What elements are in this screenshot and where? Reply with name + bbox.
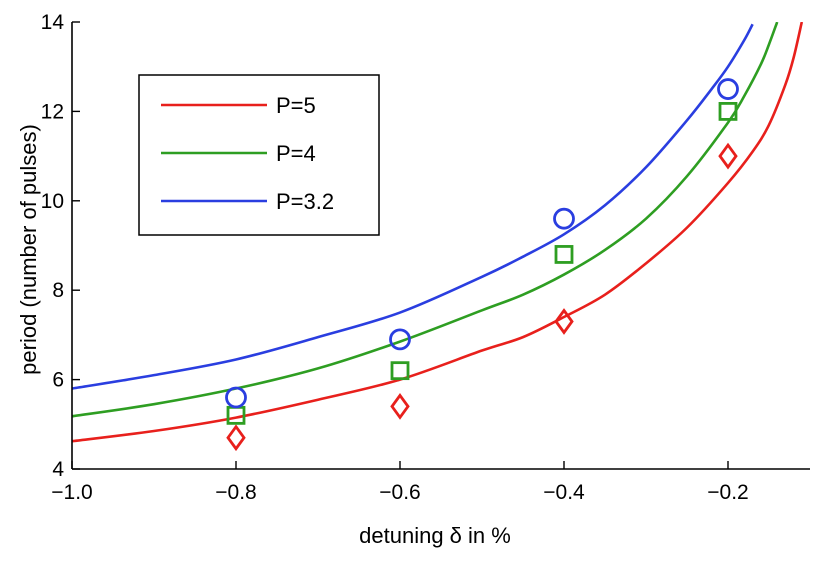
y-tick-label-4: 10 (41, 190, 64, 213)
legend-box (138, 74, 380, 236)
data-point-3-4 (717, 78, 739, 100)
legend-label-1: P=5 (276, 93, 316, 118)
series-markers (225, 78, 739, 452)
series-line-3 (72, 23, 754, 390)
legend-label-3: P=3.2 (276, 189, 334, 214)
y-axis-label: period (number of pulses) (16, 124, 41, 375)
data-point-1-2 (390, 393, 410, 420)
x-tick-label-4: −0.4 (543, 481, 585, 504)
y-tick-label-2: 6 (52, 369, 64, 392)
x-axis-label: detuning δ in % (359, 523, 511, 548)
data-point-1-1 (226, 424, 246, 452)
series-line-1 (72, 22, 804, 443)
data-point-3-2 (389, 328, 411, 351)
legend: P=5 P=4 P=3.2 (138, 74, 380, 236)
x-tick-label-2: −0.8 (215, 481, 256, 504)
data-point-2-2 (390, 361, 410, 381)
series-line-2 (72, 22, 779, 418)
data-point-3-1 (225, 386, 247, 409)
data-point-3-3 (553, 207, 575, 230)
series-curves (72, 22, 804, 443)
x-tick-label-1: −1.0 (51, 481, 92, 504)
axes: −1.0 −0.8 −0.6 −0.4 −0.2 4 6 8 10 12 14 detuning δ … (16, 11, 810, 548)
data-point-1-4 (718, 142, 738, 170)
data-point-1-3 (554, 308, 574, 335)
data-point-2-3 (554, 245, 574, 264)
x-tick-label-3: −0.6 (379, 481, 420, 504)
y-tick-label-5: 12 (41, 100, 64, 123)
legend-label-2: P=4 (276, 141, 316, 166)
x-tick-label-5: −0.2 (707, 481, 748, 504)
data-point-2-4 (718, 102, 738, 121)
y-tick-label-1: 4 (52, 458, 64, 481)
y-tick-label-6: 14 (41, 11, 65, 34)
y-tick-label-3: 8 (52, 279, 64, 302)
